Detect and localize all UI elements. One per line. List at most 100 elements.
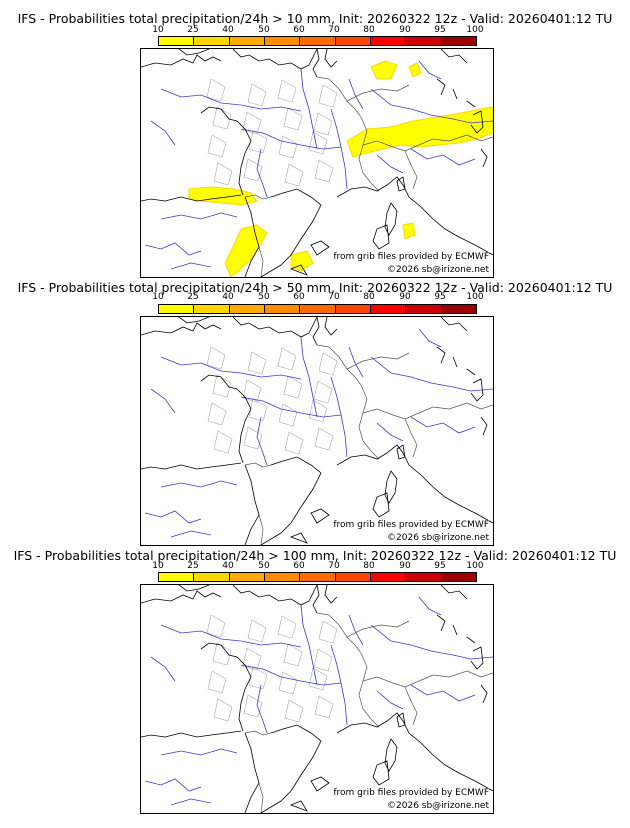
admin-boundary: [206, 346, 226, 370]
country-border: [316, 344, 380, 460]
coastline: [436, 346, 476, 376]
cbar-tick: 60: [293, 25, 305, 35]
admin-boundary: [242, 111, 262, 135]
coastline: [178, 317, 210, 324]
admin-boundary: [248, 398, 268, 422]
colorbar-swatch: [335, 37, 371, 45]
cbar-tick: 40: [222, 25, 234, 35]
colorbar-swatch: [229, 37, 265, 45]
colorbar-swatch: [229, 573, 265, 581]
colorbar-swatch: [441, 37, 476, 45]
river: [330, 376, 348, 458]
cbar-tick: 40: [222, 561, 234, 571]
colorbar-swatch: [441, 305, 476, 313]
coastline: [141, 462, 242, 470]
admin-boundary: [308, 667, 328, 691]
admin-boundary: [314, 427, 334, 451]
river: [376, 154, 404, 174]
cbar-tick: 70: [328, 561, 340, 571]
colorbar-swatch: [264, 573, 301, 581]
river: [160, 88, 302, 112]
coastline: [310, 776, 330, 792]
copyright-credit: ©2026 sb@irizone.net: [387, 265, 489, 275]
river: [376, 422, 404, 442]
coastline: [436, 78, 476, 108]
admin-boundary: [243, 694, 263, 718]
colorbar-swatch: [406, 305, 442, 313]
river: [160, 748, 238, 756]
cbar-tick: 50: [258, 292, 270, 302]
admin-boundary: [243, 426, 263, 450]
admin-boundary: [213, 698, 233, 722]
country-border: [346, 352, 410, 370]
cbar-tick: 80: [363, 25, 375, 35]
river: [330, 108, 348, 190]
river: [300, 336, 318, 418]
river: [170, 798, 212, 806]
country-border: [362, 134, 493, 152]
cbar-tick: 80: [363, 561, 375, 571]
coastline: [260, 456, 322, 545]
map-canvas: [141, 317, 493, 545]
cbar-tick: 80: [363, 292, 375, 302]
coastline: [312, 317, 320, 346]
colorbar-swatch: [370, 573, 407, 581]
cbar-tick: 40: [222, 292, 234, 302]
coastline: [260, 188, 322, 277]
admin-boundary: [284, 163, 304, 187]
admin-boundary: [313, 112, 333, 136]
colorbar-swatch: [300, 305, 336, 313]
coastline: [470, 110, 484, 134]
coastline: [289, 532, 308, 544]
colorbar-swatch: [441, 573, 476, 581]
coastline: [289, 264, 308, 276]
country-border: [346, 84, 410, 102]
cbar-tick: 10: [152, 292, 164, 302]
coastline: [310, 240, 330, 256]
river: [160, 212, 238, 220]
colorbar-swatch: [370, 37, 407, 45]
coastline: [336, 444, 493, 524]
coastline: [470, 378, 484, 402]
admin-boundary: [284, 699, 304, 723]
coastline: [312, 585, 320, 614]
admin-boundary: [277, 79, 297, 103]
source-credit: from grib files provided by ECMWF: [333, 788, 489, 798]
coastline: [384, 738, 398, 772]
coastline: [232, 49, 318, 70]
coastline: [470, 646, 484, 670]
river: [410, 684, 476, 702]
country-border: [316, 612, 380, 728]
country-border: [244, 462, 272, 468]
river: [170, 530, 212, 538]
river: [160, 480, 238, 488]
river: [160, 624, 302, 648]
cbar-tick: 25: [187, 25, 199, 35]
panel-1-colorbar: [158, 36, 477, 46]
colorbar-swatch: [300, 573, 336, 581]
admin-boundary: [248, 130, 268, 154]
admin-boundary: [247, 351, 267, 375]
cbar-tick: 60: [293, 292, 305, 302]
admin-boundary: [212, 642, 232, 666]
precip-area: [224, 224, 268, 277]
river: [300, 68, 318, 150]
coastline: [232, 585, 318, 606]
cbar-tick: 100: [466, 292, 484, 302]
colorbar-swatch: [159, 305, 195, 313]
panel-1-title: IFS - Probabilities total precipitation/…: [17, 11, 613, 26]
map-canvas: [141, 49, 493, 277]
cbar-tick: 95: [434, 292, 446, 302]
cbar-tick: 100: [466, 561, 484, 571]
colorbar-swatch: [406, 573, 442, 581]
admin-boundary: [278, 403, 298, 427]
cbar-tick: 70: [328, 25, 340, 35]
country-border: [362, 402, 493, 420]
colorbar-swatch: [264, 37, 301, 45]
river: [160, 356, 302, 380]
admin-boundary: [283, 375, 303, 399]
coastline: [436, 614, 476, 644]
cbar-tick: 95: [434, 561, 446, 571]
admin-boundary: [283, 107, 303, 131]
admin-boundary: [278, 135, 298, 159]
